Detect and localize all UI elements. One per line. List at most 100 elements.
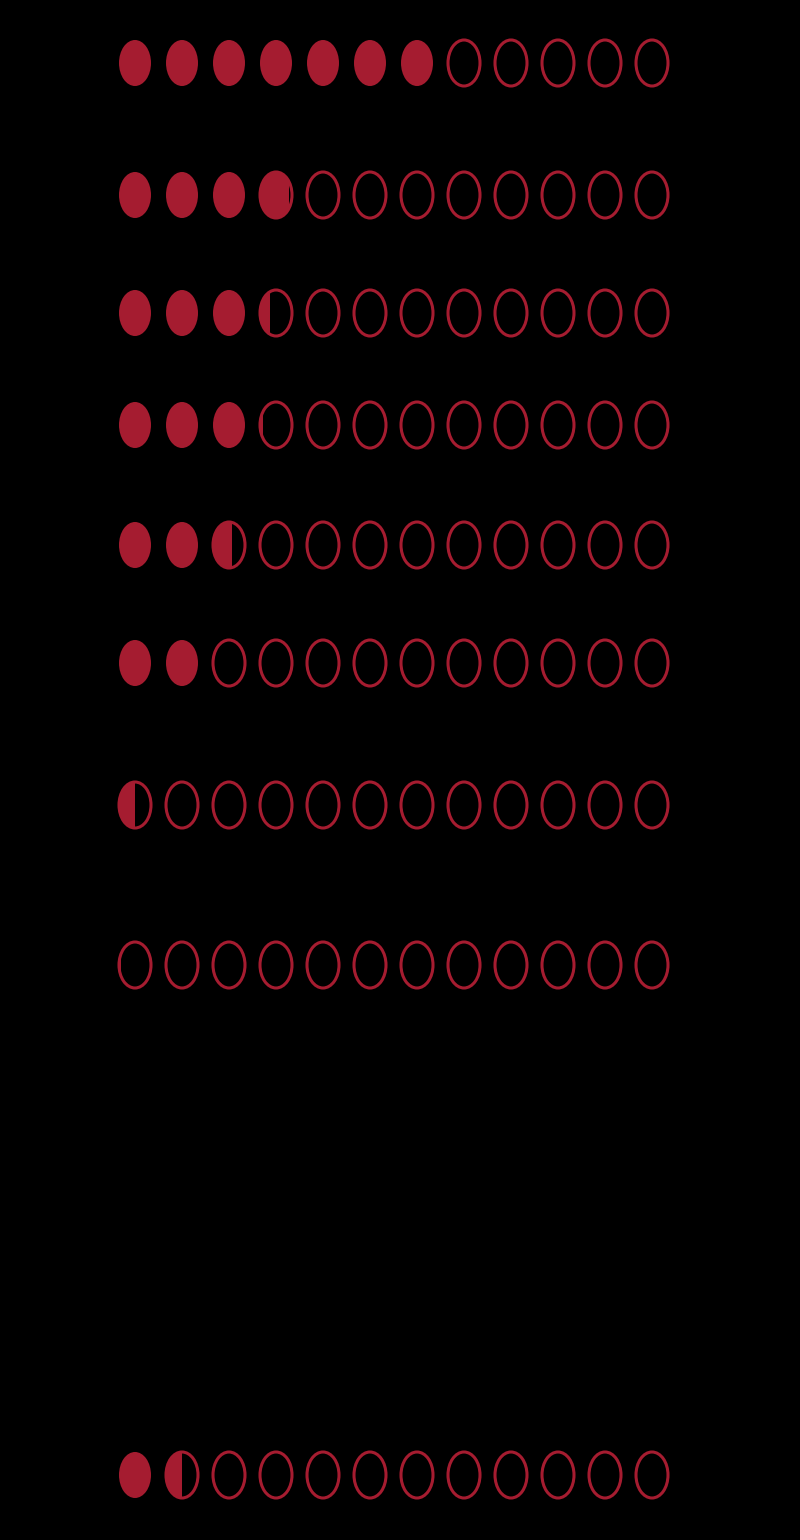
Ellipse shape xyxy=(119,402,151,448)
Ellipse shape xyxy=(213,40,245,86)
Ellipse shape xyxy=(636,290,668,336)
Ellipse shape xyxy=(119,641,151,685)
Ellipse shape xyxy=(636,641,668,685)
Ellipse shape xyxy=(495,641,527,685)
Ellipse shape xyxy=(166,782,198,829)
Ellipse shape xyxy=(589,40,621,86)
Ellipse shape xyxy=(119,40,151,86)
Ellipse shape xyxy=(589,522,621,568)
Ellipse shape xyxy=(495,782,527,829)
Ellipse shape xyxy=(589,782,621,829)
Ellipse shape xyxy=(213,402,245,448)
Ellipse shape xyxy=(495,942,527,989)
Ellipse shape xyxy=(307,290,339,336)
Ellipse shape xyxy=(589,641,621,685)
Ellipse shape xyxy=(354,40,386,86)
Ellipse shape xyxy=(354,522,386,568)
Ellipse shape xyxy=(401,290,433,336)
Ellipse shape xyxy=(401,40,433,86)
Ellipse shape xyxy=(542,402,574,448)
Ellipse shape xyxy=(166,172,198,219)
Ellipse shape xyxy=(213,782,245,829)
Ellipse shape xyxy=(589,290,621,336)
Ellipse shape xyxy=(448,290,480,336)
Ellipse shape xyxy=(495,172,527,219)
Ellipse shape xyxy=(119,172,151,219)
Ellipse shape xyxy=(589,402,621,448)
Ellipse shape xyxy=(213,1452,245,1498)
Ellipse shape xyxy=(354,641,386,685)
Ellipse shape xyxy=(448,641,480,685)
Ellipse shape xyxy=(542,1452,574,1498)
Ellipse shape xyxy=(260,522,292,568)
Ellipse shape xyxy=(495,402,527,448)
Ellipse shape xyxy=(401,1452,433,1498)
Ellipse shape xyxy=(260,290,292,336)
Ellipse shape xyxy=(448,522,480,568)
Ellipse shape xyxy=(448,172,480,219)
Ellipse shape xyxy=(166,40,198,86)
Ellipse shape xyxy=(636,402,668,448)
Ellipse shape xyxy=(307,402,339,448)
Ellipse shape xyxy=(354,942,386,989)
Ellipse shape xyxy=(166,1452,198,1498)
Ellipse shape xyxy=(307,522,339,568)
Ellipse shape xyxy=(354,1452,386,1498)
Ellipse shape xyxy=(119,782,151,829)
Ellipse shape xyxy=(401,782,433,829)
Ellipse shape xyxy=(448,942,480,989)
Ellipse shape xyxy=(166,1452,198,1498)
Ellipse shape xyxy=(636,942,668,989)
Ellipse shape xyxy=(260,942,292,989)
Ellipse shape xyxy=(448,402,480,448)
Ellipse shape xyxy=(495,522,527,568)
Ellipse shape xyxy=(166,942,198,989)
Ellipse shape xyxy=(260,290,292,336)
Ellipse shape xyxy=(542,172,574,219)
Ellipse shape xyxy=(542,522,574,568)
Ellipse shape xyxy=(542,40,574,86)
Ellipse shape xyxy=(542,641,574,685)
Ellipse shape xyxy=(636,40,668,86)
Ellipse shape xyxy=(260,641,292,685)
Ellipse shape xyxy=(495,1452,527,1498)
Ellipse shape xyxy=(589,172,621,219)
Ellipse shape xyxy=(213,641,245,685)
Ellipse shape xyxy=(401,942,433,989)
Ellipse shape xyxy=(213,290,245,336)
Ellipse shape xyxy=(589,942,621,989)
Ellipse shape xyxy=(354,402,386,448)
Ellipse shape xyxy=(260,172,292,219)
Ellipse shape xyxy=(401,172,433,219)
Ellipse shape xyxy=(119,522,151,568)
Ellipse shape xyxy=(401,641,433,685)
Ellipse shape xyxy=(119,942,151,989)
Ellipse shape xyxy=(636,782,668,829)
Ellipse shape xyxy=(448,782,480,829)
Ellipse shape xyxy=(119,1452,151,1498)
Ellipse shape xyxy=(542,942,574,989)
Ellipse shape xyxy=(495,290,527,336)
Ellipse shape xyxy=(260,402,292,448)
Ellipse shape xyxy=(307,172,339,219)
Ellipse shape xyxy=(495,40,527,86)
Ellipse shape xyxy=(636,522,668,568)
Ellipse shape xyxy=(119,782,151,829)
Ellipse shape xyxy=(166,522,198,568)
Ellipse shape xyxy=(213,942,245,989)
Ellipse shape xyxy=(307,1452,339,1498)
Ellipse shape xyxy=(119,290,151,336)
Ellipse shape xyxy=(448,1452,480,1498)
Ellipse shape xyxy=(542,782,574,829)
Ellipse shape xyxy=(307,641,339,685)
Ellipse shape xyxy=(401,522,433,568)
Ellipse shape xyxy=(401,402,433,448)
Ellipse shape xyxy=(166,641,198,685)
Ellipse shape xyxy=(119,942,151,989)
Ellipse shape xyxy=(260,1452,292,1498)
Ellipse shape xyxy=(213,522,245,568)
Ellipse shape xyxy=(307,782,339,829)
Ellipse shape xyxy=(589,1452,621,1498)
Ellipse shape xyxy=(636,172,668,219)
Ellipse shape xyxy=(166,290,198,336)
